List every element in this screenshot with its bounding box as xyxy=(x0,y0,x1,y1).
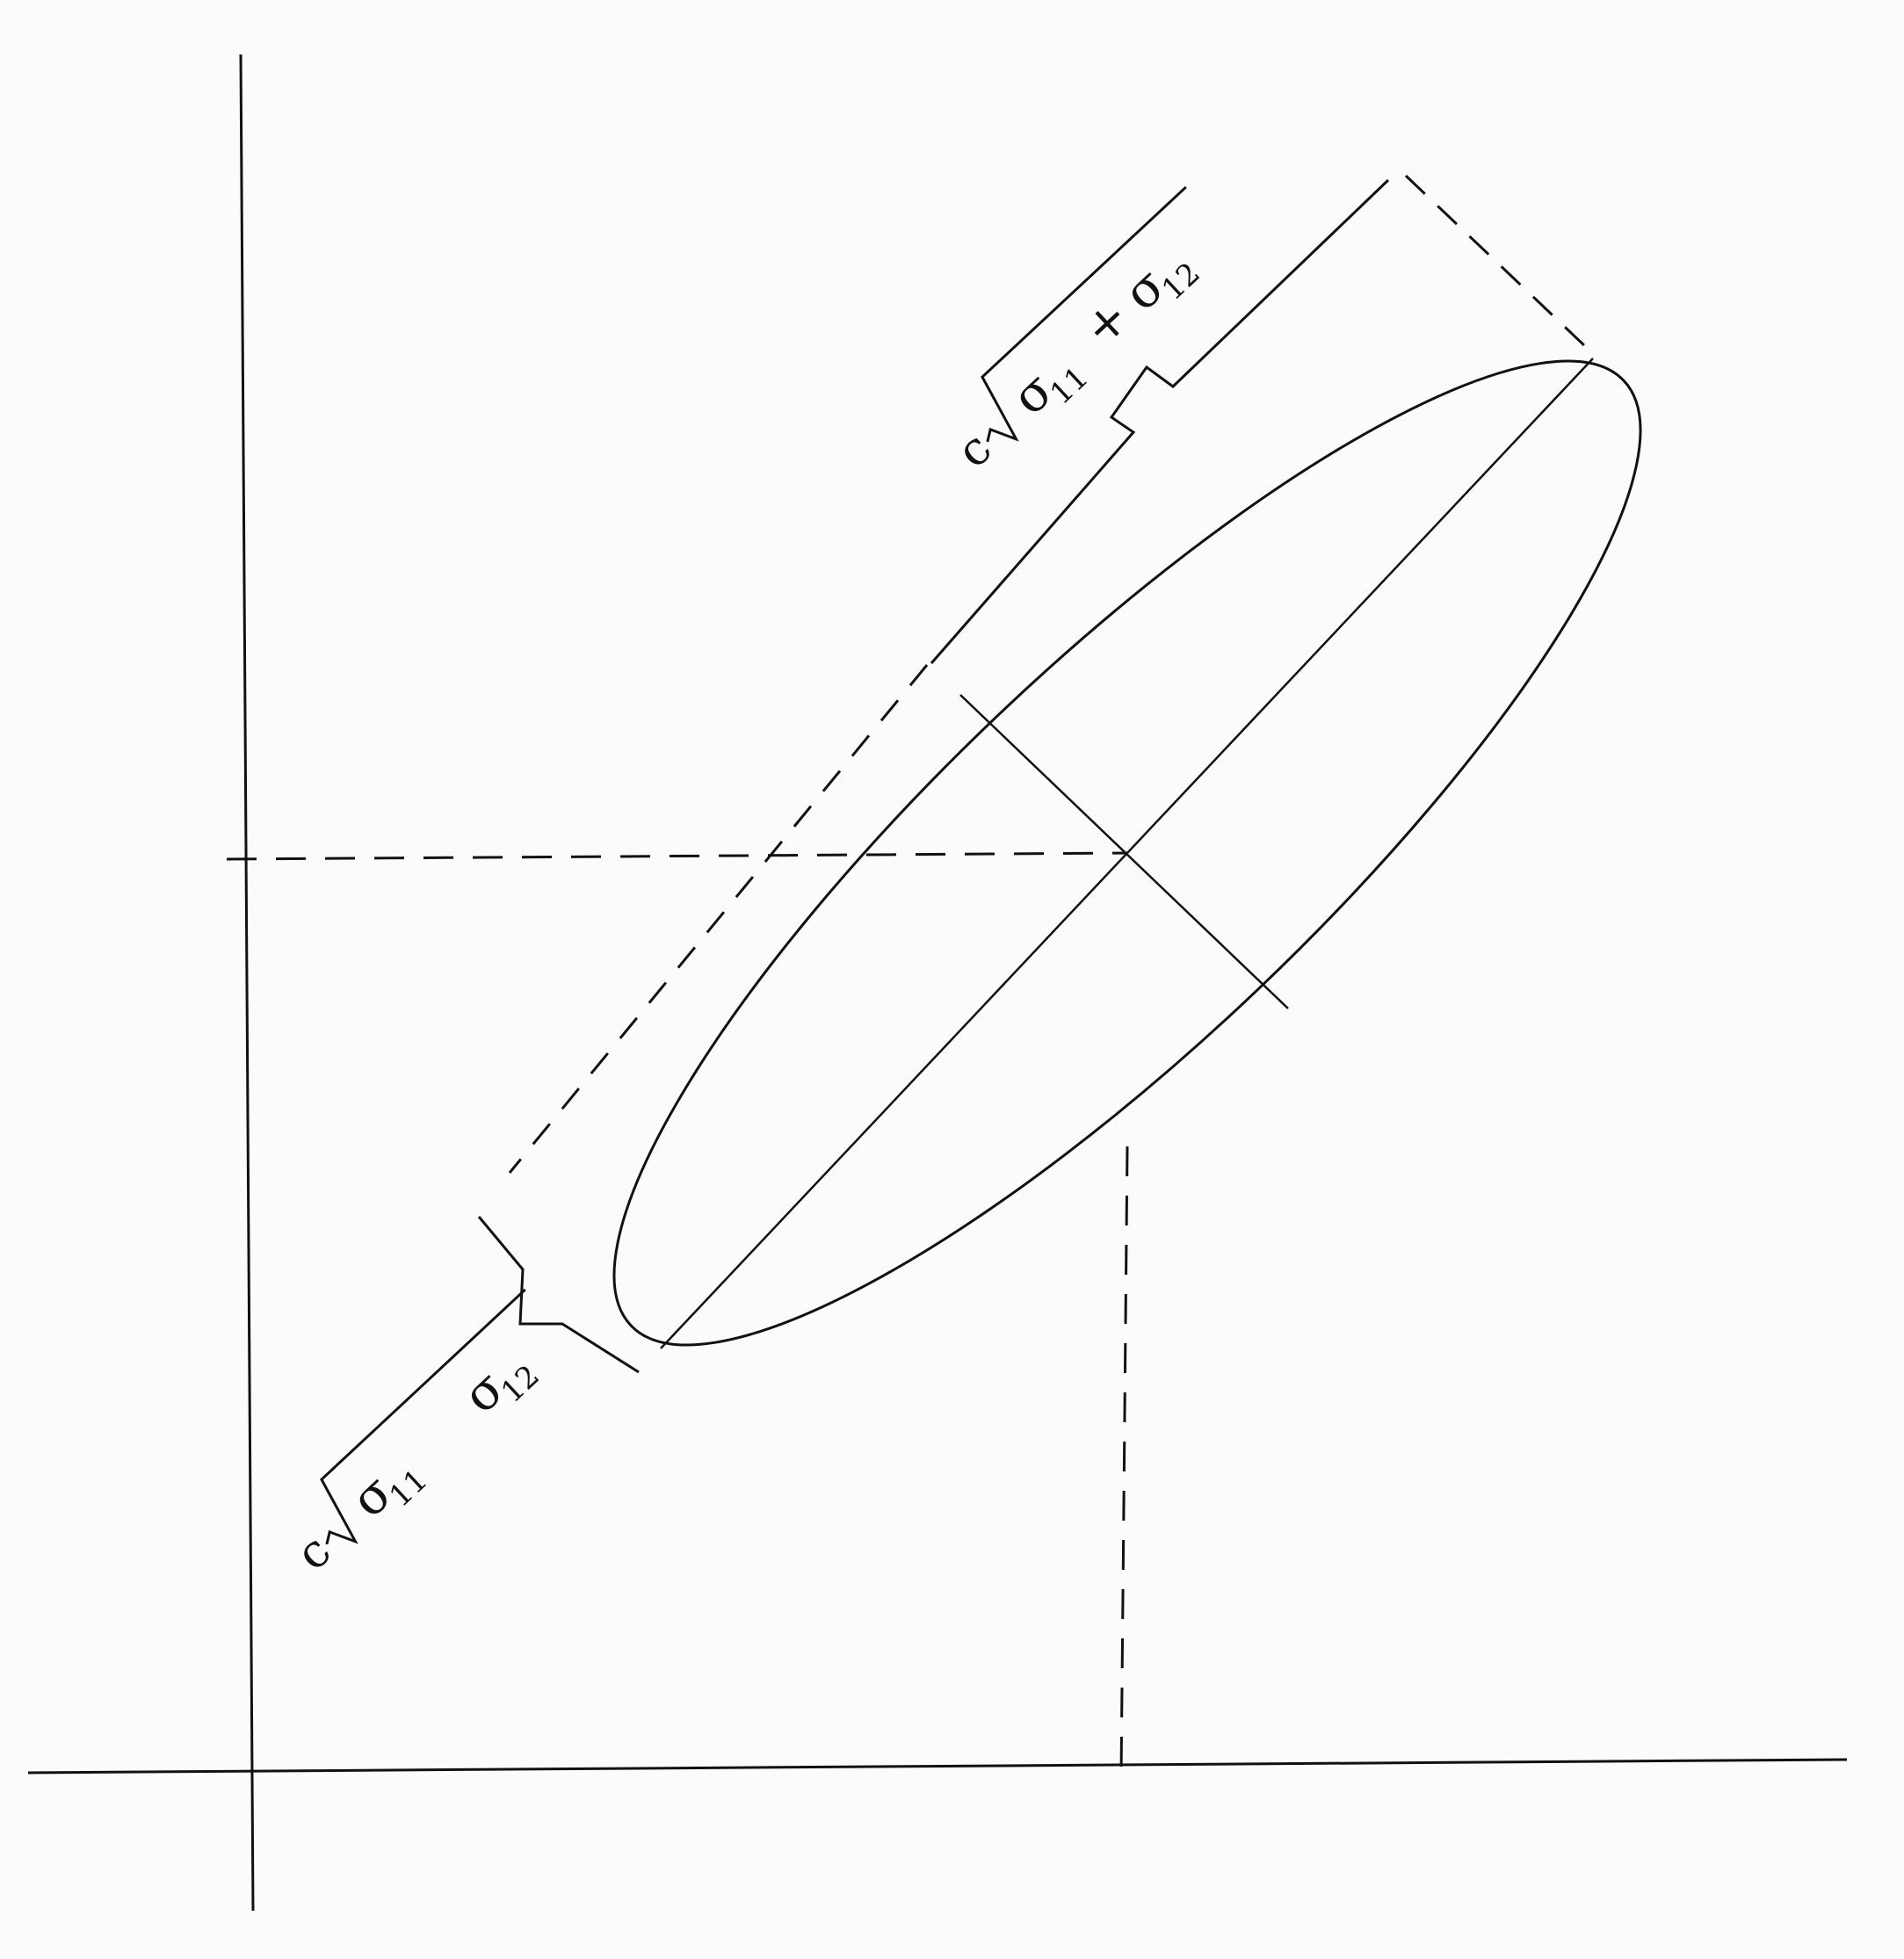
major-extent-guide-right xyxy=(1404,174,1588,349)
minor-axis-brace xyxy=(477,1216,640,1374)
major-extent-guide-left xyxy=(508,664,929,1174)
minor-axis-line xyxy=(959,694,1289,1009)
major-label-radical-icon xyxy=(981,185,1187,443)
minor-axis-label: c σ 11 σ 12 xyxy=(286,1288,547,1581)
major-axis-label: c σ 11 + σ 12 xyxy=(947,185,1207,479)
mean-projection-vertical xyxy=(1119,1146,1129,1778)
major-axis-brace xyxy=(930,178,1390,664)
mean-projection-horizontal xyxy=(226,851,1128,861)
x-axis xyxy=(27,1758,1848,1775)
y-axis xyxy=(239,54,255,1912)
constant-density-ellipse xyxy=(612,359,1642,1347)
minor-label-radical-icon xyxy=(320,1288,526,1545)
